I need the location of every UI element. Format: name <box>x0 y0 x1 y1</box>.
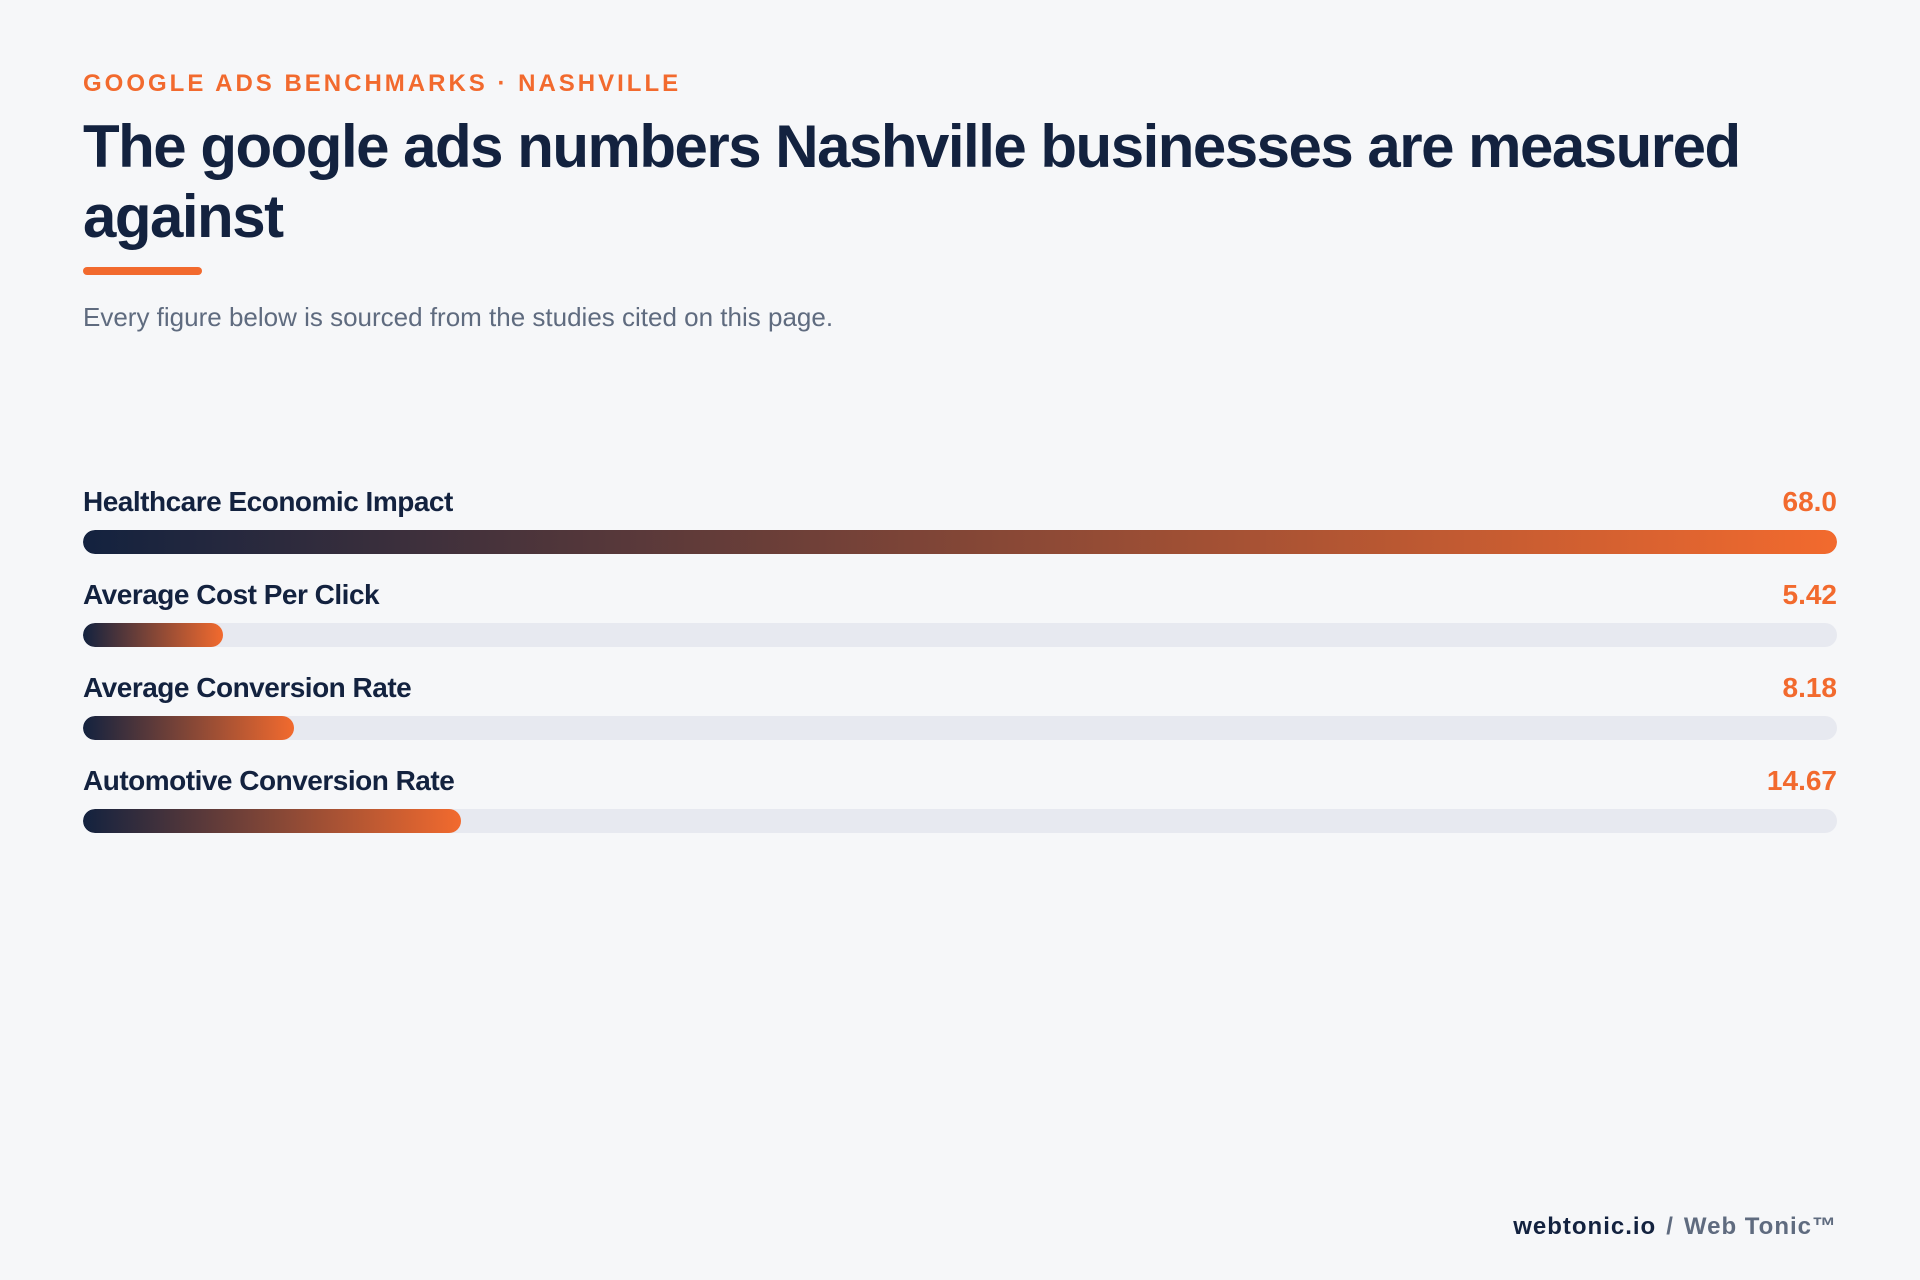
bar-track <box>83 809 1837 833</box>
bar-label: Healthcare Economic Impact <box>83 486 453 517</box>
bar-row: Healthcare Economic Impact 68.0 <box>83 484 1837 577</box>
bar-row: Automotive Conversion Rate 14.67 <box>83 763 1837 856</box>
bar <box>83 623 223 647</box>
bar-value-label: 5.42 <box>1782 579 1838 610</box>
bar-row: Average Conversion Rate 8.18 <box>83 670 1837 763</box>
footer: webtonic.io / Web Tonic™ <box>1513 1213 1837 1241</box>
bar-label: Average Conversion Rate <box>83 672 412 703</box>
bar-value-label: 68.0 <box>1782 486 1838 517</box>
bar-track <box>83 530 1837 554</box>
bar <box>83 530 1837 554</box>
bar-track <box>83 716 1837 740</box>
bar <box>83 809 462 833</box>
chart-subtitle: Every figure below is sourced from the s… <box>83 302 834 332</box>
footer-separator: / <box>1666 1213 1674 1240</box>
bar-track <box>83 623 1837 647</box>
title-underline <box>83 267 202 275</box>
bar <box>83 716 294 740</box>
footer-site[interactable]: webtonic.io <box>1513 1213 1657 1240</box>
chart-title: The google ads numbers Nashville busines… <box>83 113 1741 250</box>
bar-label: Automotive Conversion Rate <box>83 765 455 796</box>
footer-brand: Web Tonic™ <box>1683 1213 1837 1240</box>
chart-eyebrow: GOOGLE ADS BENCHMARKS · NASHVILLE <box>83 70 682 97</box>
bar-label: Average Cost Per Click <box>83 579 380 610</box>
bar-value-label: 8.18 <box>1782 672 1838 703</box>
bar-value-label: 14.67 <box>1766 765 1837 796</box>
bar-chart: Healthcare Economic Impact 68.0 Average Co… <box>83 484 1837 856</box>
bar-row: Average Cost Per Click 5.42 <box>83 577 1837 670</box>
